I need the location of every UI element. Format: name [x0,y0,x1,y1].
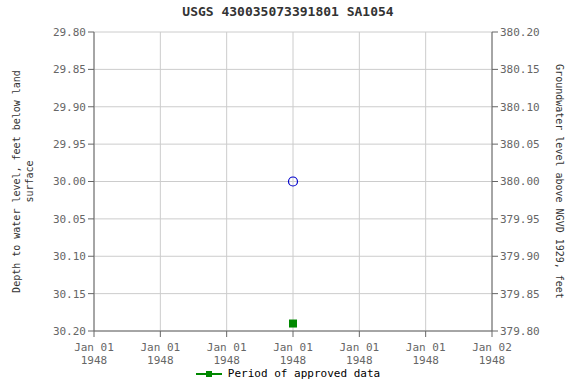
svg-text:Jan 011948: Jan 011948 [140,341,180,367]
html-text:Period of approved data: Period of approved data [227,367,381,380]
svg-text:30.00: 30.00 [53,175,86,188]
svg-text:Jan 011948: Jan 011948 [273,341,313,367]
svg-text:379.80: 379.80 [500,325,540,338]
svg-text:380.00: 380.00 [500,175,540,188]
svg-text:379.95: 379.95 [500,213,540,226]
svg-text:380.05: 380.05 [500,138,540,151]
svg-text:29.85: 29.85 [53,63,86,76]
svg-text:Jan 011948: Jan 011948 [74,341,114,367]
svg-text:Groundwater level above NGVD 1: Groundwater level above NGVD 1929, feet [554,64,565,299]
svg-text:379.90: 379.90 [500,250,540,263]
svg-text:30.15: 30.15 [53,288,86,301]
svg-text:30.10: 30.10 [53,250,86,263]
svg-text:380.20: 380.20 [500,26,540,39]
svg-text:380.15: 380.15 [500,63,540,76]
svg-text:30.05: 30.05 [53,213,86,226]
svg-text:Jan 011948: Jan 011948 [406,341,446,367]
svg-text:29.95: 29.95 [53,138,86,151]
svg-text:Depth to water level, feet bel: Depth to water level, feet below landsur… [11,70,35,293]
svg-text:Jan 021948: Jan 021948 [472,341,512,367]
svg-text:30.20: 30.20 [53,325,86,338]
svg-text:Jan 011948: Jan 011948 [207,341,247,367]
svg-text:29.90: 29.90 [53,101,86,114]
svg-text:379.85: 379.85 [500,288,540,301]
html-text:USGS 430035073391801 SA1054: USGS 430035073391801 SA1054 [182,4,394,19]
svg-text:380.10: 380.10 [500,101,540,114]
svg-text:29.80: 29.80 [53,26,86,39]
svg-text:Jan 011948: Jan 011948 [339,341,379,367]
